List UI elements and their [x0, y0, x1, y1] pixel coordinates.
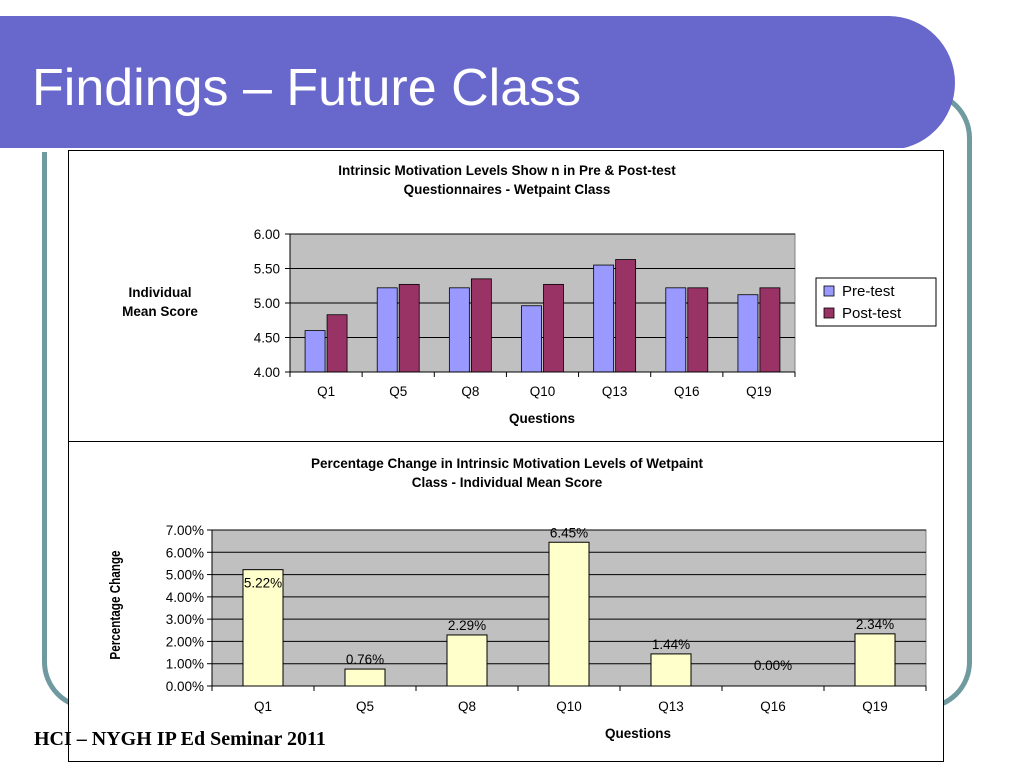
bar-post-test-q19 — [759, 287, 781, 373]
legend-swatch-pre-test — [823, 285, 835, 297]
bar-post-test-q10 — [543, 283, 564, 373]
x-axis-label: Questions — [509, 411, 575, 426]
bar-pre-test-q8 — [448, 287, 470, 373]
x-tick-label: Q13 — [602, 384, 628, 399]
x-tick-label: Q1 — [317, 384, 335, 399]
y-tick-label: 1.00% — [166, 657, 204, 672]
data-label-q10: 6.45% — [550, 525, 588, 540]
x-tick-label: Q16 — [674, 384, 700, 399]
bar-pre-test-q16 — [665, 287, 687, 373]
chart-pre-post-svg: Intrinsic Motivation Levels Show n in Pr… — [122, 163, 937, 426]
y-tick-label: 4.50 — [254, 331, 280, 346]
bar-pre-test-q1 — [304, 330, 326, 373]
chart-title-line1: Intrinsic Motivation Levels Show n in Pr… — [338, 163, 676, 178]
bar-pre-test-q13 — [593, 264, 615, 373]
plot-area: 4.00 4.50 5.00 5.50 6.00 Q1 Q5 Q8 Q10 Q13 Q16 Q19 — [254, 227, 796, 399]
y-tick-label: 2.00% — [166, 634, 204, 649]
x-tick-label: Q8 — [458, 699, 476, 714]
title-bar: Findings – Future Class — [0, 16, 955, 152]
legend-swatch-post-test — [823, 307, 835, 319]
y-tick-label: 6.00% — [166, 545, 204, 560]
x-axis-label: Questions — [605, 726, 671, 741]
legend: Pre-test Post-test — [815, 277, 937, 327]
x-tick-label: Q19 — [746, 384, 772, 399]
bar-pre-test-q19 — [737, 294, 759, 373]
y-tick-label: 6.00 — [254, 227, 280, 242]
bar-post-test-q1 — [326, 314, 348, 373]
x-tick-label: Q10 — [530, 384, 556, 399]
data-label-q13: 1.44% — [652, 637, 690, 652]
chart-title-line2: Class - Individual Mean Score — [412, 475, 603, 490]
x-tick-label: Q5 — [389, 384, 407, 399]
y-tick-label: 3.00% — [166, 612, 204, 627]
y-tick-label: 4.00% — [166, 590, 204, 605]
legend-label-pre-test: Pre-test — [842, 283, 895, 300]
bar-q13 — [650, 653, 692, 687]
data-label-q16: 0.00% — [754, 658, 792, 673]
chart-title-line2: Questionnaires - Wetpaint Class — [404, 182, 611, 197]
bar-post-test-q5 — [398, 283, 420, 373]
y-tick-label: 7.00% — [166, 523, 204, 538]
x-tick-label: Q16 — [760, 699, 786, 714]
y-axis-label-line2: Mean Score — [122, 304, 198, 319]
legend-label-post-test: Post-test — [842, 305, 902, 322]
chart-pre-post: Intrinsic Motivation Levels Show n in Pr… — [68, 150, 944, 441]
bar-q8 — [446, 634, 488, 687]
y-tick-label: 5.50 — [254, 262, 280, 277]
data-label-q8: 2.29% — [448, 618, 486, 633]
bar-q19 — [854, 633, 896, 687]
y-axis-label-line1: Individual — [128, 285, 191, 300]
bar-post-test-q16 — [687, 287, 709, 373]
y-tick-label: 4.00 — [254, 365, 280, 380]
y-axis-label: Percentage Change — [107, 550, 124, 660]
x-tick-label: Q5 — [356, 699, 374, 714]
x-tick-label: Q19 — [862, 699, 888, 714]
x-tick-label: Q10 — [556, 699, 582, 714]
bar-pre-test-q5 — [376, 287, 398, 373]
footer: HCI – NYGH IP Ed Seminar 2011 — [34, 728, 326, 750]
chart-title-line1: Percentage Change in Intrinsic Motivatio… — [311, 456, 704, 471]
bar-post-test-q8 — [470, 278, 492, 373]
slide-title: Findings – Future Class — [32, 59, 582, 117]
y-tick-label: 0.00% — [166, 679, 204, 694]
bar-q1 — [242, 569, 284, 687]
data-label-q19: 2.34% — [856, 617, 894, 632]
data-label-q1: 5.22% — [244, 576, 282, 591]
x-tick-label: Q8 — [461, 384, 479, 399]
chart-percentage-change-svg: Percentage Change in Intrinsic Motivatio… — [107, 456, 927, 741]
bar-q10 — [548, 541, 590, 687]
x-tick-label: Q1 — [254, 699, 272, 714]
x-tick-label: Q13 — [658, 699, 684, 714]
bar-pre-test-q10 — [521, 305, 542, 373]
bar-q5 — [344, 668, 386, 687]
legend-box — [815, 277, 937, 327]
bar-post-test-q13 — [615, 259, 637, 373]
chart-percentage-change: Percentage Change in Intrinsic Motivatio… — [68, 441, 944, 762]
plot-area: 0.00% 1.00% 2.00% 3.00% 4.00% 5.00% 6.00% 7.00%… — [166, 523, 927, 714]
y-tick-label: 5.00% — [166, 568, 204, 583]
y-tick-label: 5.00 — [254, 296, 280, 311]
data-label-q5: 0.76% — [346, 652, 384, 667]
